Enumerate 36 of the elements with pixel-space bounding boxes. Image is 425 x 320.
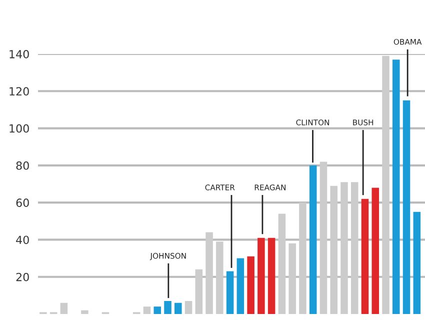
bar: [247, 256, 254, 314]
bar: [320, 162, 328, 314]
bar: [236, 258, 244, 314]
y-tick-label: 20: [16, 272, 29, 282]
bar: [174, 302, 182, 314]
bar: [226, 271, 234, 314]
bar: [361, 198, 369, 314]
bar: [154, 306, 162, 314]
y-tick-label: 100: [10, 124, 29, 133]
y-tick-label: 80: [16, 161, 29, 170]
bar: [392, 60, 400, 314]
bar: [184, 301, 192, 314]
bar: [206, 232, 213, 314]
y-tick-label: 60: [16, 198, 29, 207]
bar: [164, 301, 172, 314]
bar: [413, 212, 421, 314]
y-tick-label: 40: [16, 236, 29, 244]
y-tick-label: 140: [10, 50, 29, 58]
bar: [195, 269, 203, 314]
bar: [309, 165, 317, 314]
bar: [350, 182, 358, 314]
bar: [81, 310, 88, 314]
y-tick-label: 120: [10, 87, 29, 96]
bar: [299, 202, 306, 314]
bar: [60, 302, 68, 314]
bar: [372, 188, 380, 314]
bar: [258, 238, 265, 314]
bar: [143, 306, 151, 314]
bar: [402, 100, 410, 314]
bar: [278, 214, 286, 314]
bar: [216, 242, 224, 314]
bar: [382, 56, 390, 314]
bar: [340, 182, 348, 314]
bar: [268, 238, 276, 314]
bar: [330, 186, 338, 314]
bar: [288, 243, 296, 314]
